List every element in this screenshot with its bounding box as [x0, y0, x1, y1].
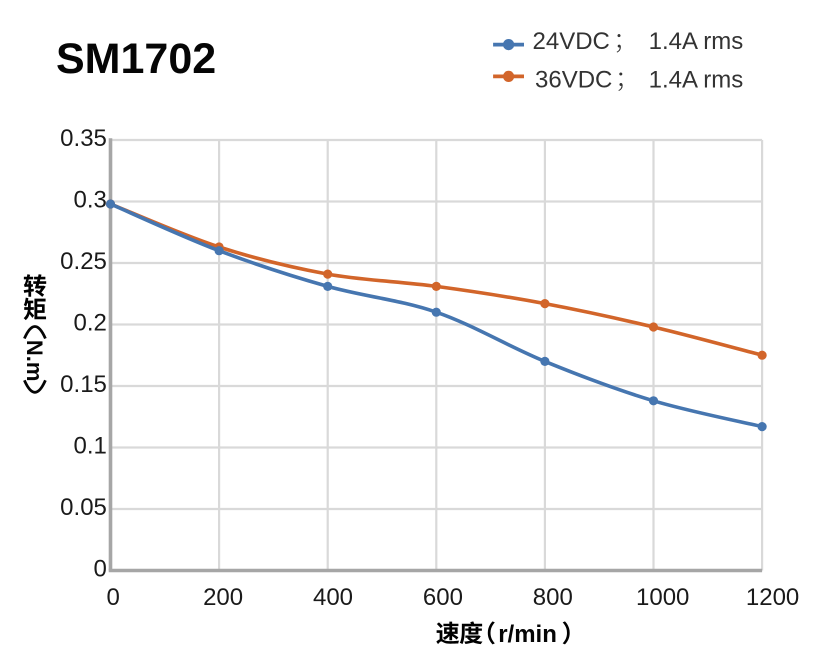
svg-text:SM1702: SM1702 — [56, 35, 216, 83]
svg-text:0.35: 0.35 — [60, 125, 107, 152]
svg-text:0.2: 0.2 — [74, 310, 107, 337]
svg-text:1000: 1000 — [636, 584, 689, 611]
svg-text:1.4A rms: 1.4A rms — [649, 28, 744, 55]
svg-text:1200: 1200 — [746, 584, 799, 611]
svg-text:r/min: r/min — [498, 621, 557, 648]
svg-text:0: 0 — [94, 556, 107, 583]
svg-text:0.15: 0.15 — [60, 371, 107, 398]
svg-text:0.1: 0.1 — [74, 433, 107, 460]
svg-text:600: 600 — [423, 584, 463, 611]
svg-text:200: 200 — [203, 584, 243, 611]
svg-text:1.4A rms: 1.4A rms — [649, 66, 744, 93]
svg-text:800: 800 — [533, 584, 573, 611]
svg-text:N.m: N.m — [22, 340, 47, 382]
svg-text:0.3: 0.3 — [74, 187, 107, 214]
svg-text:0.25: 0.25 — [60, 248, 107, 275]
svg-text:24VDC: 24VDC — [533, 28, 610, 55]
svg-text:0: 0 — [107, 584, 120, 611]
svg-text:0.05: 0.05 — [60, 494, 107, 521]
svg-text:400: 400 — [313, 584, 353, 611]
svg-text:36VDC: 36VDC — [535, 66, 612, 93]
